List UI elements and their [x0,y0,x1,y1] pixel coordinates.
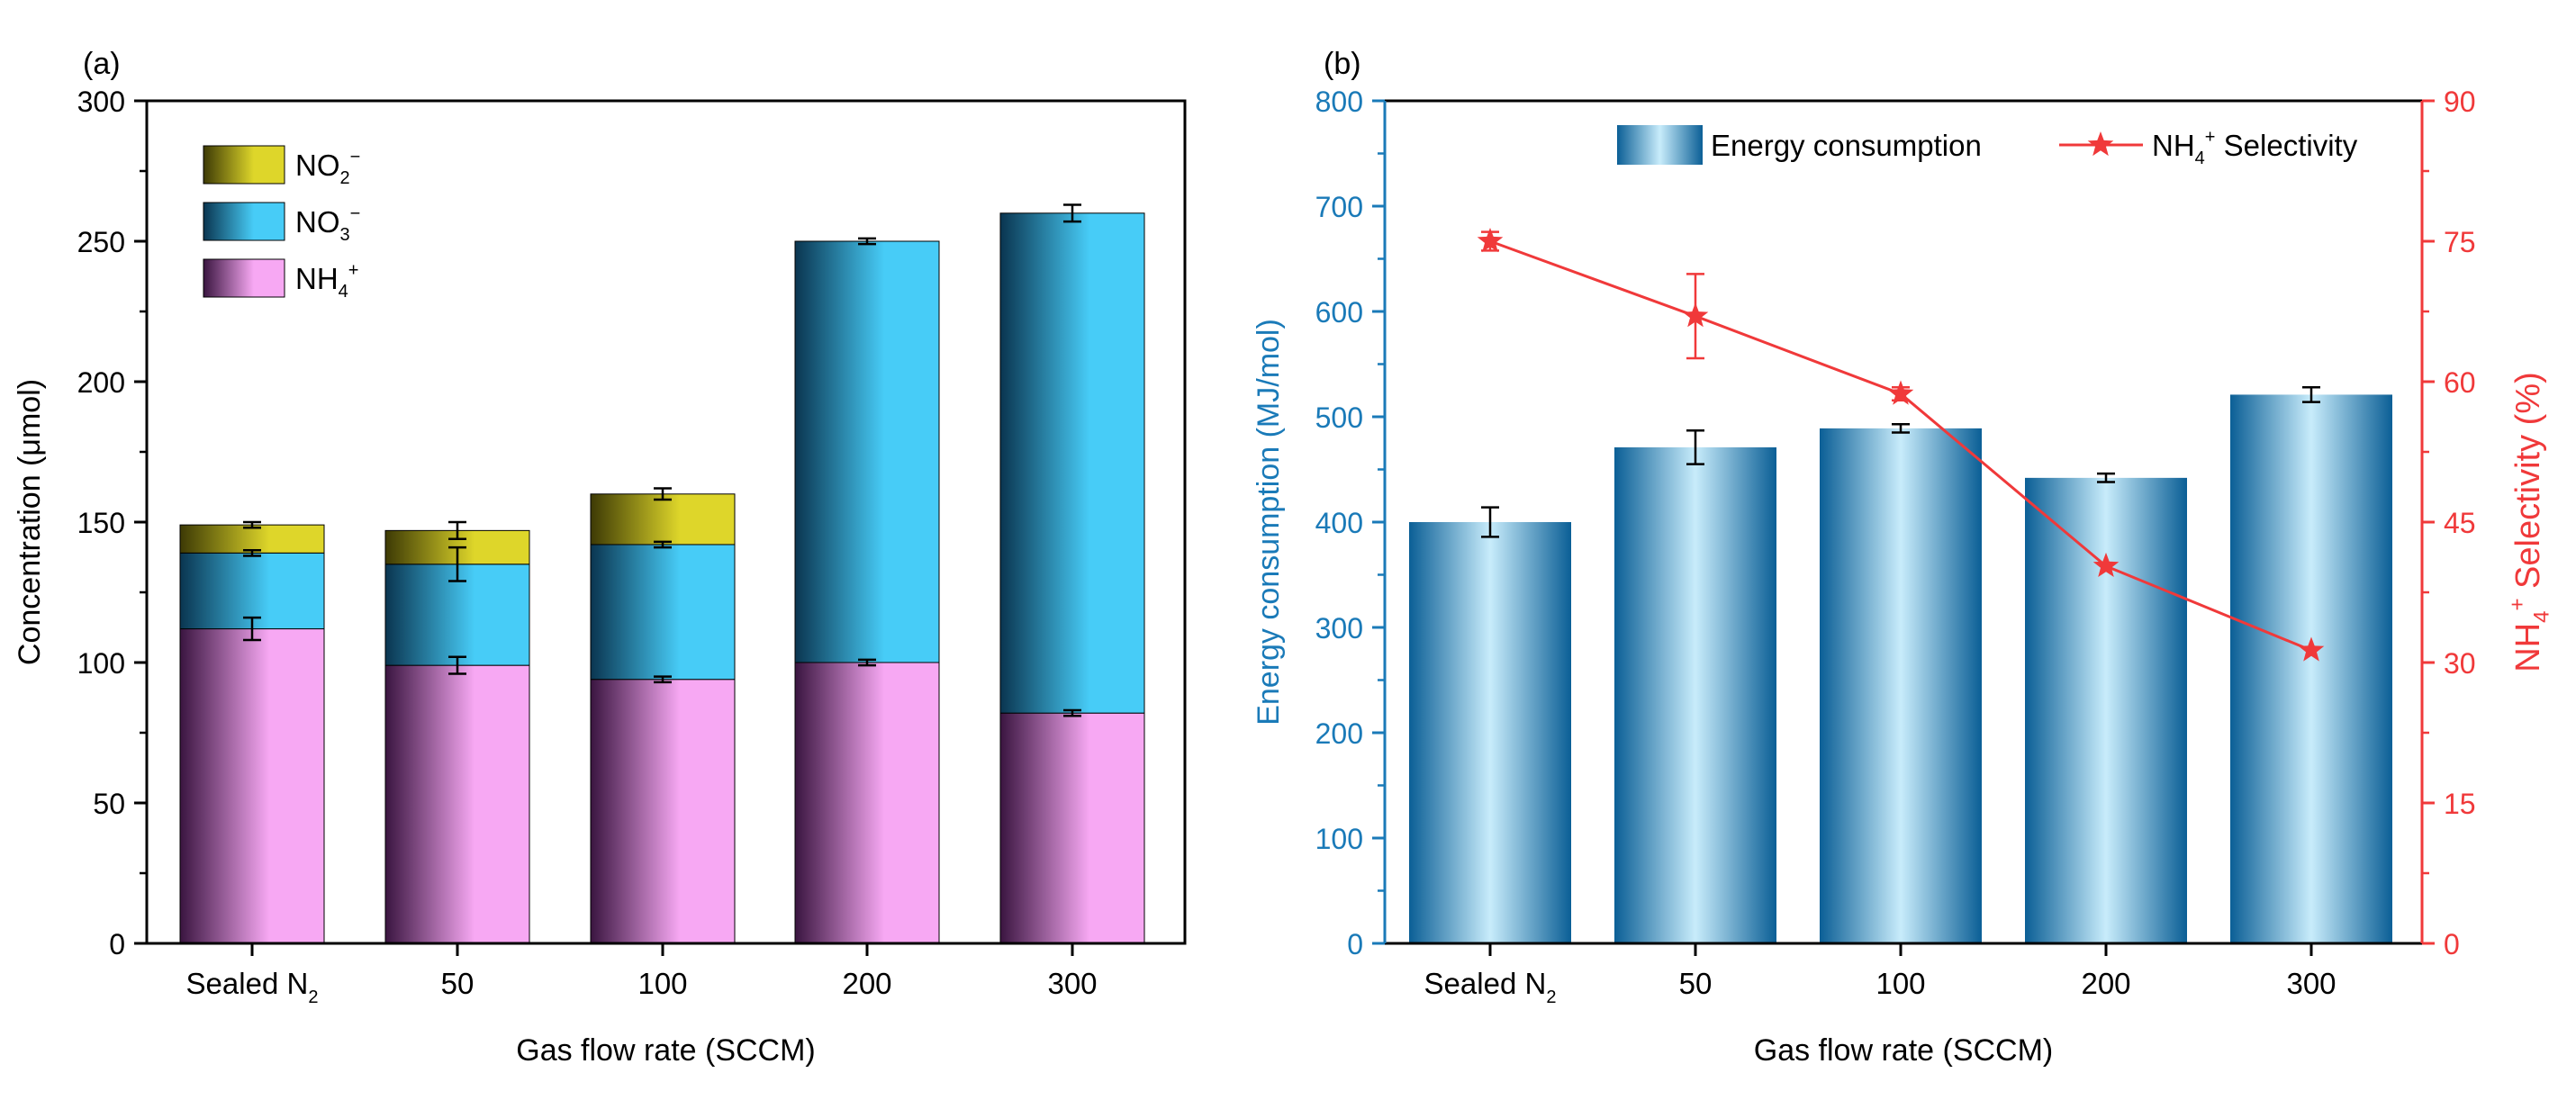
y-axis-title: Concentration (μmol) [13,379,47,665]
bar-NH4+-200 [794,662,940,944]
errorbar-NO2--Sealed N2 [243,520,261,529]
y-right-tick-label: 90 [2444,86,2476,118]
errorbar-NO3--Sealed N2 [243,548,261,557]
bar-NH4+-300 [999,712,1145,944]
bar-NH4+-50 [384,664,530,944]
bar-energy-100 [1820,428,1982,943]
legend-label-energy: Energy consumption [1711,129,1982,162]
x-tick-label-200: 200 [842,967,891,1000]
errorbar-NH4+-300 [1063,708,1081,717]
y-left-tick-label: 400 [1315,507,1363,539]
y-left-tick-label: 0 [1347,928,1363,960]
x-tick-label-100: 100 [1876,967,1925,1000]
bar-energy-300 [2230,394,2392,943]
y-left-tick-label: 100 [1315,823,1363,855]
legend-swatch-energy [1617,125,1703,165]
x-tick-label-100: 100 [637,967,687,1000]
y-left-tick-label: 800 [1315,86,1363,118]
errorbar-energy-100 [1892,422,1910,434]
errorbar-NO3--50 [448,545,466,582]
x-tick-label-200: 200 [2081,967,2130,1000]
bar-NO3--200 [794,240,940,663]
y-tick-label: 50 [93,788,125,820]
selectivity-point-200 [2092,552,2120,577]
errorbar-NO2--100 [654,487,672,501]
y-tick-label: 150 [77,507,125,539]
panel-b-chart: (b) 0 100 200 300 400 500 600 700 800 0 15 30 45 60 75 9… [1252,47,2554,1068]
y-right-axis-title: NH4+ Selectivity (%) [2505,372,2553,672]
y-tick-label: 250 [77,226,125,258]
selectivity-point-300 [2298,636,2325,662]
y-left-tick-label: 700 [1315,191,1363,223]
errorbar-NH4+-50 [448,655,466,675]
x-tick-label-50: 50 [1679,967,1713,1000]
errorbar-NH4+-100 [654,675,672,684]
legend-label-selectivity: NH4+ Selectivity [2152,127,2358,168]
bar-energy-50 [1614,446,1776,943]
y-right-tick-label: 45 [2444,507,2476,539]
x-axis-title: Gas flow rate (SCCM) [516,1033,816,1068]
y-left-axis-title: Energy consumption (MJ/mol) [1252,319,1286,726]
y-right-tick-label: 15 [2444,788,2476,820]
legend-swatch-NO3- [203,202,285,241]
errorbar-energy-300 [2302,385,2320,403]
x-tick-label-Sealed N2: Sealed N2 [1424,967,1557,1007]
y-tick-label: 200 [77,366,125,399]
errorbar-NO3--200 [858,237,876,246]
selectivity-point-50 [1682,302,1709,328]
bar-NO3--100 [590,544,736,681]
y-right-tick-label: 0 [2444,928,2460,960]
legend-label-NH4+: NH4+ [295,260,358,302]
errorbar-NO2--50 [448,520,466,540]
y-left-tick-label: 300 [1315,612,1363,645]
x-tick-label-Sealed N2: Sealed N2 [186,967,319,1007]
bar-NH4+-100 [590,679,736,944]
selectivity-point-100 [1887,380,1914,405]
panel-a-label: (a) [83,47,121,81]
errorbar-energy-50 [1686,428,1704,465]
y-tick-label: 0 [109,928,125,960]
x-tick-label-300: 300 [2286,967,2336,1000]
selectivity-point-Sealed N2 [1477,228,1504,253]
bar-NO3--Sealed N2 [179,552,325,630]
legend-swatch-NH4+ [203,258,285,298]
bar-NO3--300 [999,212,1145,714]
legend-marker-selectivity [2087,131,2114,157]
bar-energy-Sealed N2 [1409,522,1571,943]
legend-label-NO2-: NO2− [295,147,360,188]
errorbar-NH4+-200 [858,658,876,667]
x-tick-label-50: 50 [441,967,475,1000]
errorbar-energy-200 [2097,472,2115,483]
errorbar-NO3--100 [654,540,672,549]
errorbar-NH4+-Sealed N2 [243,616,261,642]
y-right-tick-label: 30 [2444,647,2476,680]
y-left-tick-label: 500 [1315,401,1363,434]
errorbar-energy-Sealed N2 [1481,506,1499,538]
legend-label-NO3-: NO3− [295,203,360,245]
legend-swatch-NO2- [203,145,285,185]
y-right-tick-label: 60 [2444,366,2476,399]
errorbar-NO3--300 [1063,203,1081,223]
y-tick-label: 300 [77,86,125,118]
bar-energy-200 [2025,477,2187,943]
bar-NO2--100 [590,493,736,545]
y-tick-label: 100 [77,647,125,680]
bar-NH4+-Sealed N2 [179,628,325,944]
panel-a-chart: (a) 0 50 100 150 200 250 300 Sealed N2 50 100 200 30… [13,47,1187,1068]
y-left-tick-label: 200 [1315,717,1363,750]
x-tick-label-300: 300 [1047,967,1097,1000]
x-axis-title: Gas flow rate (SCCM) [1754,1033,2054,1068]
panel-b-label: (b) [1324,47,1361,81]
bar-NO2--Sealed N2 [179,524,325,554]
y-left-tick-label: 600 [1315,296,1363,329]
y-right-tick-label: 75 [2444,226,2476,258]
